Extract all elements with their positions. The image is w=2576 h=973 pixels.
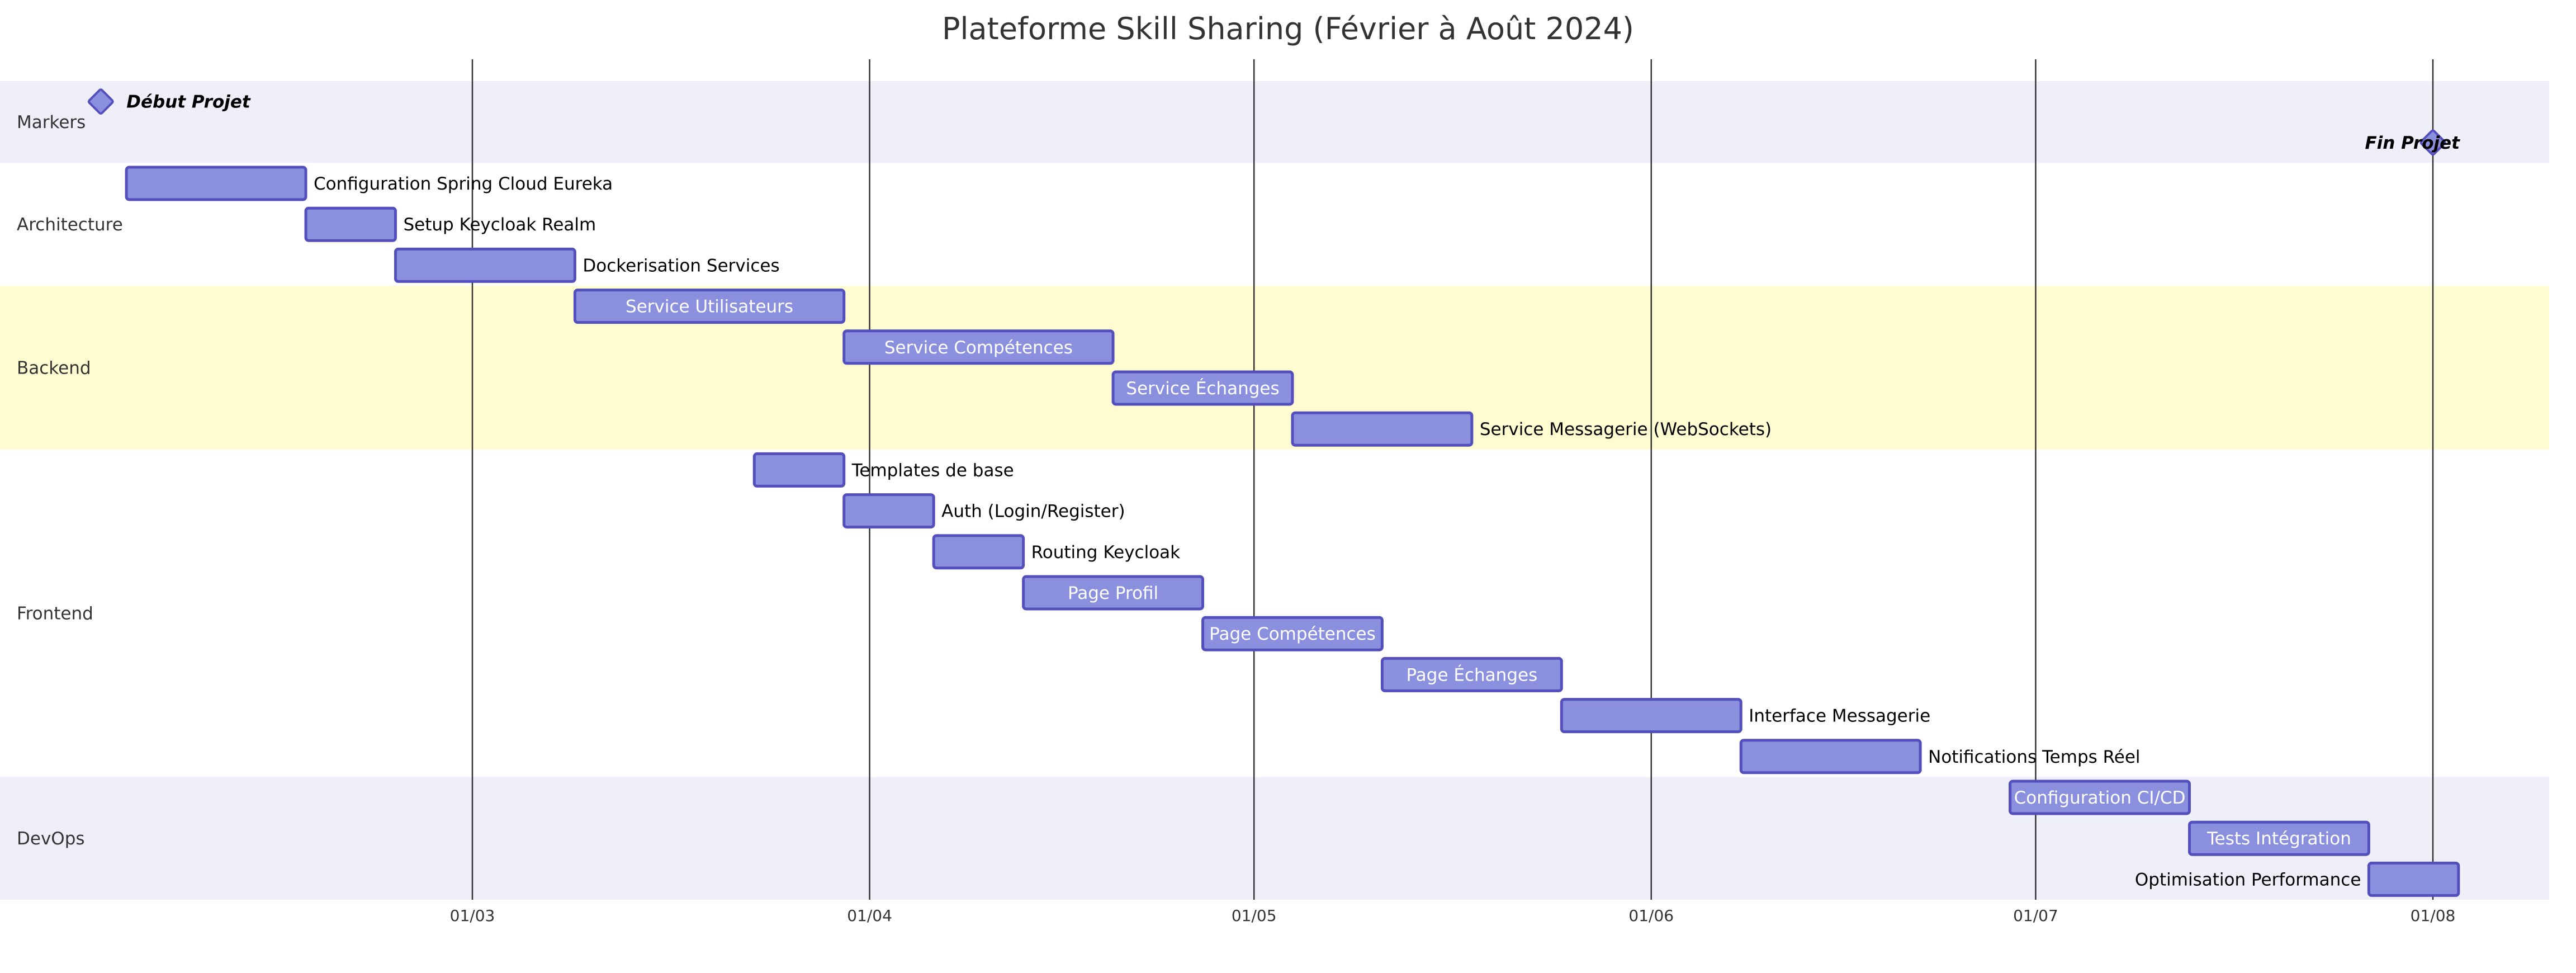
- task-label-3-3: Page Profil: [1068, 583, 1158, 603]
- task-bar-3-7: [1739, 739, 1922, 774]
- task-label-3-5: Page Échanges: [1407, 665, 1538, 685]
- section-band-frontend: [0, 449, 2549, 777]
- task-bar-3-4: [1201, 616, 1384, 651]
- task-label-3-1: Auth (Login/Register): [941, 502, 1125, 522]
- task-bar-3-0: [752, 452, 846, 488]
- task-bar-3-3: [1022, 575, 1205, 611]
- section-band-markers: [0, 81, 2549, 163]
- chart-title: Plateforme Skill Sharing (Février à Août…: [942, 11, 1634, 46]
- milestone-label-0-0: Début Projet: [126, 92, 251, 112]
- milestone-0-0: [87, 88, 114, 115]
- task-bar-1-2: [394, 247, 576, 283]
- task-label-3-4: Page Compétences: [1209, 624, 1376, 644]
- tick-label-5: 01/08: [2411, 906, 2456, 925]
- task-bar-3-5: [1380, 656, 1563, 692]
- tick-label-1: 01/04: [847, 906, 892, 925]
- task-label-4-0: Configuration CI/CD: [2014, 788, 2186, 808]
- task-label-1-0: Configuration Spring Cloud Eureka: [314, 174, 613, 194]
- section-band-backend: [0, 286, 2549, 450]
- task-label-1-1: Setup Keycloak Realm: [403, 215, 596, 235]
- section-label-devops: DevOps: [17, 829, 85, 849]
- section-label-frontend: Frontend: [17, 604, 93, 624]
- task-label-2-3: Service Messagerie (WebSockets): [1480, 419, 1772, 440]
- task-bar-4-2: [2367, 861, 2460, 897]
- task-bar-4-1: [2187, 820, 2370, 856]
- section-bands: [0, 81, 2549, 900]
- task-label-4-1: Tests Intégration: [2206, 829, 2351, 849]
- task-label-3-7: Notifications Temps Réel: [1928, 747, 2140, 767]
- tick-label-2: 01/05: [1232, 906, 1277, 925]
- task-bar-4-0: [2009, 780, 2191, 815]
- section-label-markers: Markers: [17, 112, 86, 133]
- task-label-3-2: Routing Keycloak: [1031, 542, 1181, 563]
- milestone-0-1: [2419, 129, 2446, 156]
- task-label-3-6: Interface Messagerie: [1749, 706, 1930, 726]
- task-bar-1-1: [304, 206, 397, 242]
- task-bar-3-2: [932, 534, 1025, 570]
- task-bar-2-1: [842, 329, 1115, 365]
- grid-lines: [471, 59, 2434, 900]
- task-bar-1-0: [125, 166, 307, 201]
- tick-label-0: 01/03: [450, 906, 495, 925]
- milestone-label-0-1: Fin Projet: [2365, 133, 2461, 153]
- task-bars: Début Projet Fin Projet Configuration Spri…: [87, 88, 2461, 897]
- task-label-3-0: Templates de base: [851, 460, 1014, 480]
- section-labels: Markers Architecture Backend Frontend DevOps: [17, 112, 123, 849]
- task-bar-3-6: [1560, 698, 1742, 734]
- section-label-architecture: Architecture: [17, 215, 123, 235]
- task-label-2-2: Service Échanges: [1126, 379, 1279, 399]
- task-bar-2-2: [1111, 370, 1294, 406]
- task-bar-2-3: [1291, 411, 1474, 447]
- tick-label-4: 01/07: [2013, 906, 2058, 925]
- tick-label-3: 01/06: [1628, 906, 1674, 925]
- x-axis-ticks: 01/03 01/04 01/05 01/06 01/07 01/08: [450, 906, 2456, 925]
- task-bar-3-1: [842, 493, 935, 529]
- task-label-4-2: Optimisation Performance: [2135, 870, 2361, 890]
- task-label-2-0: Service Utilisateurs: [626, 297, 793, 317]
- task-bar-2-0: [573, 289, 846, 324]
- task-label-2-1: Service Compétences: [884, 338, 1073, 358]
- section-label-backend: Backend: [17, 358, 91, 378]
- task-label-1-2: Dockerisation Services: [583, 256, 779, 276]
